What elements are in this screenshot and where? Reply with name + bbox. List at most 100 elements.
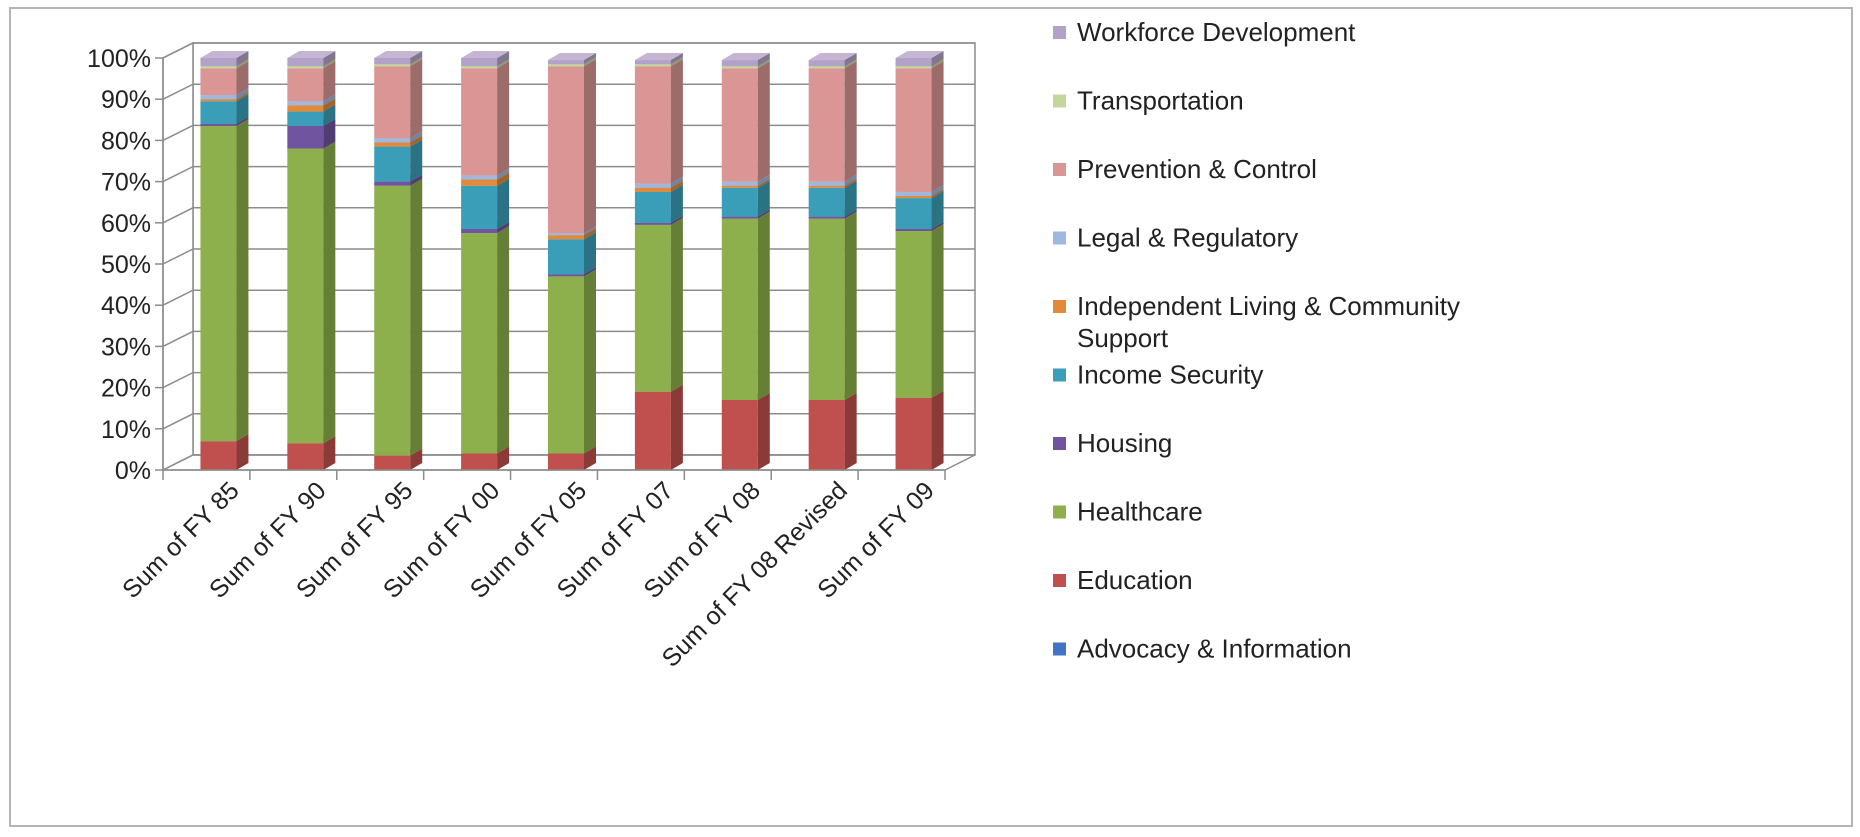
bar-side xyxy=(323,51,336,67)
legend-swatch xyxy=(1053,231,1066,245)
bar-side xyxy=(236,92,249,102)
legend-swatch xyxy=(1053,437,1066,450)
bar-side xyxy=(236,116,249,126)
bar-front xyxy=(895,198,932,229)
bar-segment xyxy=(548,53,596,65)
legend-swatch xyxy=(1053,300,1066,313)
bar-front xyxy=(374,142,411,147)
bar-segment xyxy=(548,269,596,454)
bar-front xyxy=(721,218,758,400)
y-tick-label: 100% xyxy=(87,45,151,73)
bar-side xyxy=(844,392,857,470)
gridlines xyxy=(162,42,975,471)
bar-side xyxy=(670,59,683,184)
bar-side xyxy=(497,168,510,180)
bar-front xyxy=(808,185,845,188)
bar-side xyxy=(323,104,336,126)
bar-front xyxy=(287,125,324,149)
bar-front xyxy=(200,125,237,442)
bar-front xyxy=(721,60,758,67)
gridline xyxy=(162,165,975,183)
legend-swatch xyxy=(1053,642,1066,656)
legend-entry: Housing xyxy=(1053,428,1172,458)
bar-side xyxy=(410,57,423,67)
bar-segment xyxy=(895,191,944,229)
bar-front xyxy=(895,228,932,232)
bar-side xyxy=(670,53,683,65)
bar-side xyxy=(844,61,857,182)
bar-side xyxy=(757,392,770,470)
bar-front xyxy=(461,453,498,470)
legend-entry: Prevention & Control xyxy=(1053,154,1317,184)
bar-side xyxy=(410,131,423,143)
bar-segment xyxy=(808,61,857,182)
legend-label: Healthcare xyxy=(1077,497,1203,527)
bar-side xyxy=(236,61,249,96)
bar-front xyxy=(548,66,584,234)
bar-side xyxy=(844,59,857,69)
bar-side xyxy=(584,59,596,234)
bar-segment xyxy=(374,178,423,456)
bar-side xyxy=(757,209,770,219)
legend-entry: Workforce Development xyxy=(1053,17,1356,47)
y-tick-label: 80% xyxy=(101,127,151,155)
bar-top xyxy=(461,51,510,58)
bar-segment xyxy=(374,59,423,139)
bar-side xyxy=(497,61,510,176)
y-tick-label: 10% xyxy=(101,416,151,444)
bar-segment xyxy=(634,59,683,184)
bar-side xyxy=(844,178,857,188)
bar-front xyxy=(895,191,932,197)
bar-front xyxy=(200,66,237,69)
bar-side xyxy=(323,61,336,102)
legend-label-line: Support xyxy=(1077,323,1169,353)
bar-front xyxy=(548,64,584,67)
bar-segment xyxy=(374,51,423,65)
y-tick-label: 40% xyxy=(101,292,151,320)
legend: Workforce Development Transportation Preve… xyxy=(1053,17,1460,664)
bar-front xyxy=(200,101,237,124)
bar-side xyxy=(584,267,596,277)
bar-top xyxy=(287,51,336,58)
bar-front xyxy=(634,191,671,223)
bar-segment xyxy=(634,53,683,65)
bar-side xyxy=(497,172,510,186)
bar-front xyxy=(721,68,758,182)
bar-front xyxy=(461,175,498,180)
bar-front xyxy=(808,66,845,69)
bar-front xyxy=(461,66,498,69)
bar-front xyxy=(461,228,498,234)
legend-entry: Income Security xyxy=(1053,360,1263,390)
bar-front xyxy=(287,105,324,112)
bar-front xyxy=(634,222,671,225)
bar-front xyxy=(374,66,411,139)
bar-segment xyxy=(461,61,510,176)
bars xyxy=(200,51,944,470)
bar-segment xyxy=(548,232,596,275)
bar-side xyxy=(236,59,249,69)
bar-front xyxy=(200,68,237,96)
bar-segment xyxy=(721,392,770,470)
bar-side xyxy=(497,59,510,69)
bar-side xyxy=(584,446,596,470)
y-tick-label: 90% xyxy=(101,86,151,114)
bar-side xyxy=(844,53,857,67)
bar-front xyxy=(548,60,584,65)
bar-front xyxy=(808,68,845,182)
bar-side xyxy=(497,221,510,234)
bar-side xyxy=(323,118,336,149)
legend-label-line: Independent Living & Community xyxy=(1077,291,1460,321)
bar-segment xyxy=(461,226,510,454)
bar-side xyxy=(757,174,770,186)
legend-label: Housing xyxy=(1077,428,1172,458)
bar-side xyxy=(236,118,249,442)
bar-front xyxy=(808,187,845,217)
bar-front xyxy=(374,455,411,470)
bar-segment xyxy=(200,94,249,124)
legend-swatch xyxy=(1053,26,1066,39)
bar-front xyxy=(287,68,324,102)
bar-side xyxy=(410,59,423,139)
legend-entry: Transportation xyxy=(1053,86,1244,116)
bar-side xyxy=(584,232,596,275)
